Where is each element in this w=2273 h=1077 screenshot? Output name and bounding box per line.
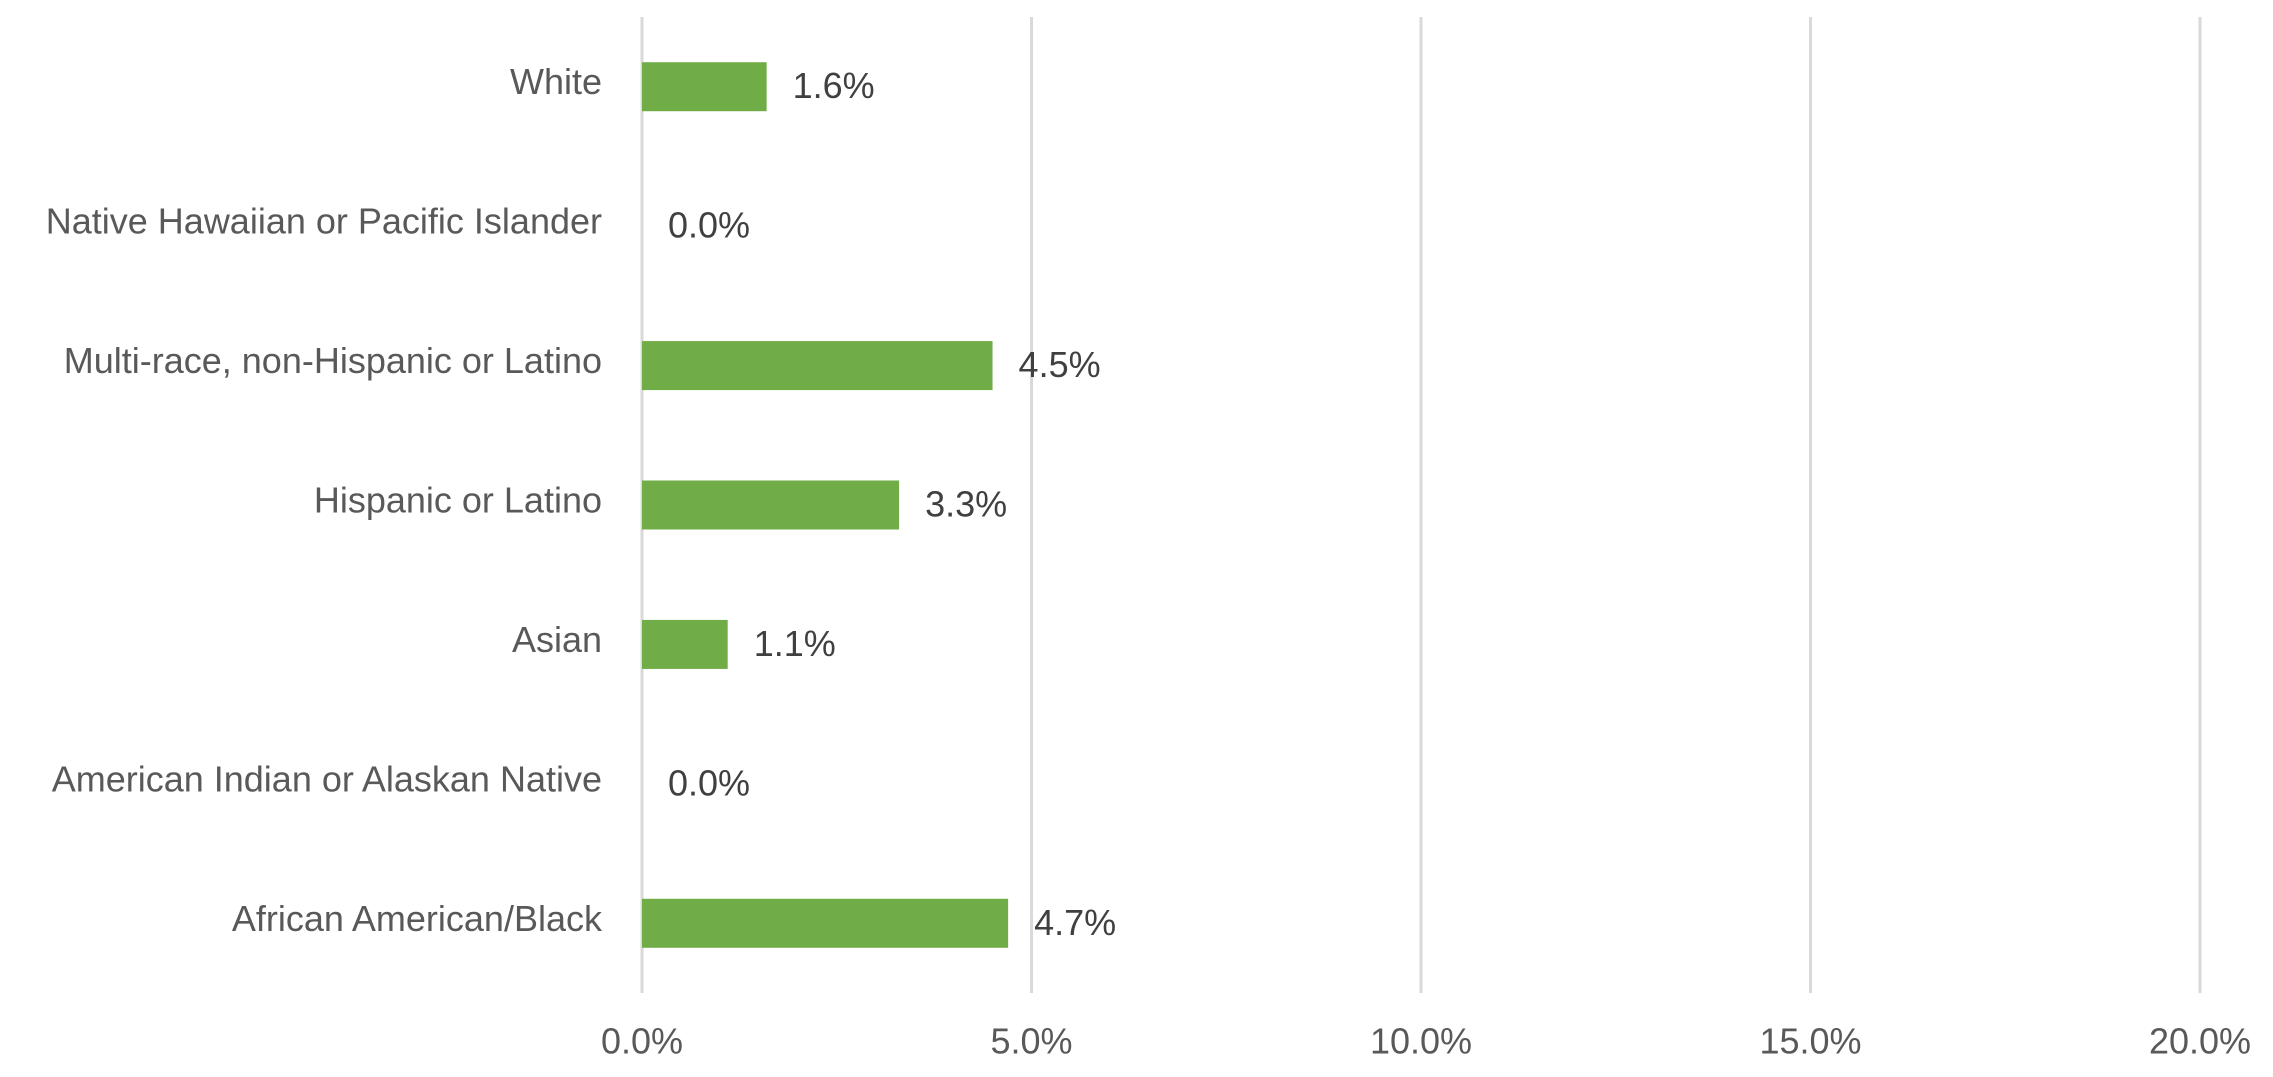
value-label: 3.3% xyxy=(925,484,1007,525)
x-tick-label: 0.0% xyxy=(601,1021,683,1062)
x-tick-label: 15.0% xyxy=(1759,1021,1861,1062)
y-tick-label: White xyxy=(510,61,602,102)
value-label: 1.1% xyxy=(754,623,836,664)
bar xyxy=(642,480,900,530)
bar xyxy=(642,62,767,112)
y-tick-label: Native Hawaiian or Pacific Islander xyxy=(46,201,602,242)
value-label: 4.7% xyxy=(1034,902,1116,943)
x-tick-label: 5.0% xyxy=(990,1021,1072,1062)
y-tick-label: American Indian or Alaskan Native xyxy=(52,758,602,799)
bar xyxy=(642,341,993,391)
value-label: 4.5% xyxy=(1019,344,1101,385)
y-tick-label: Asian xyxy=(512,619,602,660)
value-label: 0.0% xyxy=(668,205,750,246)
value-label: 0.0% xyxy=(668,762,750,803)
x-tick-label: 20.0% xyxy=(2149,1021,2251,1062)
x-tick-label: 10.0% xyxy=(1370,1021,1472,1062)
y-tick-label: African American/Black xyxy=(232,898,603,939)
bar xyxy=(642,619,728,669)
bar xyxy=(642,898,1009,948)
value-label: 1.6% xyxy=(793,65,875,106)
y-tick-label: Hispanic or Latino xyxy=(314,480,602,521)
y-tick-label: Multi-race, non-Hispanic or Latino xyxy=(64,340,602,381)
